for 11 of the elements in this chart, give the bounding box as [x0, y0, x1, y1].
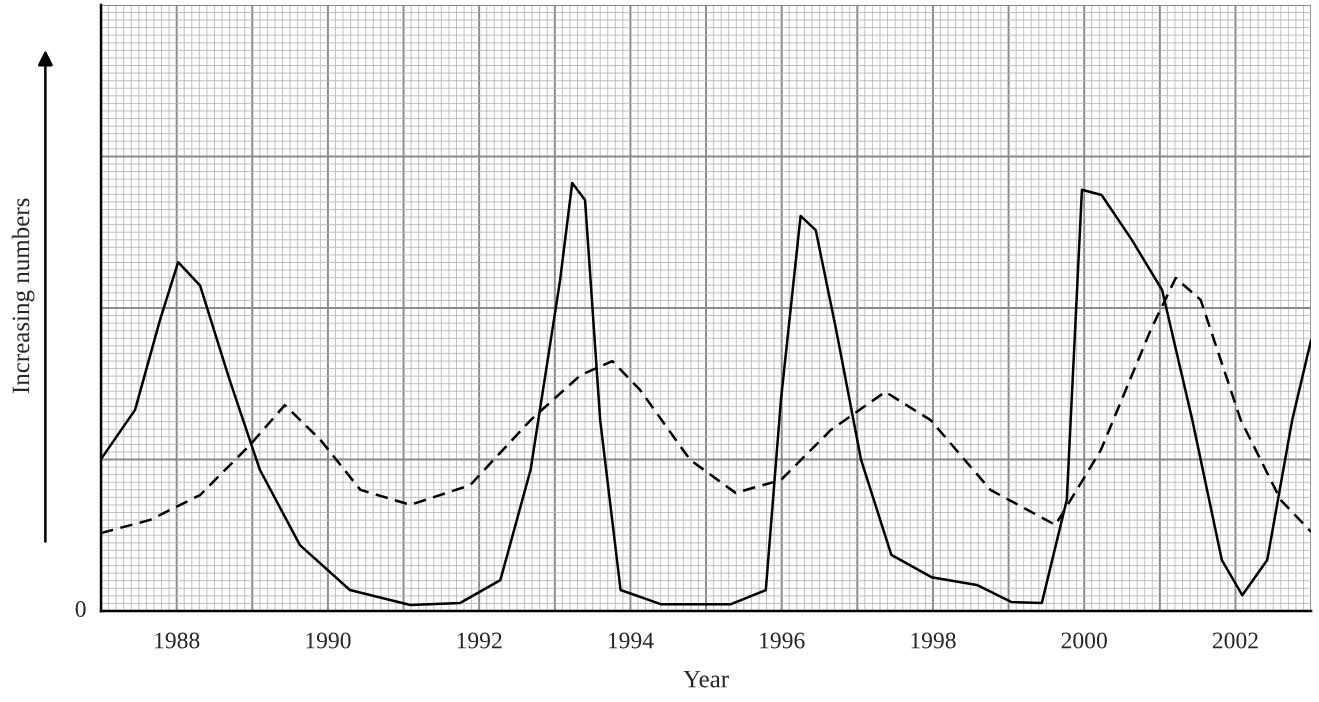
x-tick-label: 1992: [457, 632, 502, 649]
y-axis-title: Increasing numbers: [11, 198, 35, 394]
x-tick-label: 2002: [1212, 632, 1258, 649]
x-tick-label: 1994: [608, 632, 654, 649]
x-tick-label: 1990: [306, 632, 351, 649]
x-tick-label: 2000: [1061, 632, 1107, 649]
x-axis-title: Year: [683, 670, 729, 688]
x-tick-label: 1996: [760, 632, 805, 649]
text: 0: [75, 601, 86, 617]
x-tick-label: 1998: [911, 632, 956, 649]
x-tick-label: 1988: [155, 632, 200, 649]
